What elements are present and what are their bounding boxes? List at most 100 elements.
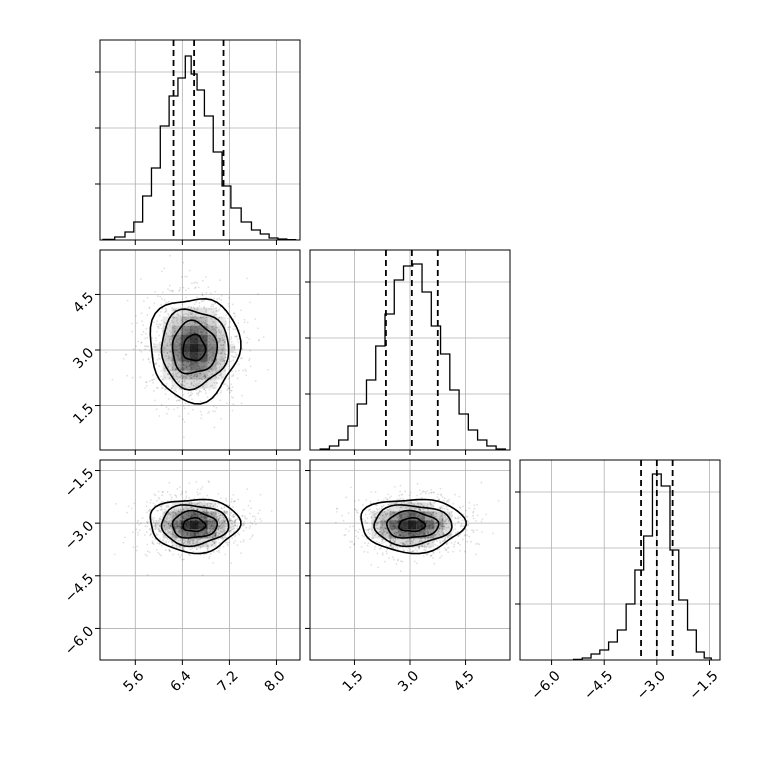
scatter-point <box>208 371 211 373</box>
density-cell <box>389 520 399 530</box>
scatter-point <box>194 389 197 392</box>
scatter-point <box>385 550 388 553</box>
scatter-point <box>209 518 212 521</box>
scatter-point <box>210 513 213 516</box>
scatter-point <box>378 520 381 523</box>
scatter-point <box>403 543 405 546</box>
scatter-point <box>476 542 479 545</box>
scatter-point <box>367 542 370 545</box>
scatter-point <box>197 493 199 496</box>
scatter-point <box>221 526 224 529</box>
scatter-point <box>177 530 180 533</box>
scatter-point <box>217 309 220 312</box>
scatter-point <box>468 507 471 510</box>
density-cell <box>207 370 217 380</box>
scatter-point <box>200 316 203 319</box>
scatter-point <box>423 545 426 548</box>
scatter-point <box>442 516 445 519</box>
scatter-point <box>164 322 167 325</box>
scatter-point <box>186 533 189 535</box>
scatter-point <box>398 509 401 512</box>
scatter-point <box>387 509 390 512</box>
scatter-point <box>410 540 413 542</box>
scatter-point <box>212 512 214 514</box>
scatter-point <box>225 322 228 325</box>
scatter-point <box>199 330 202 333</box>
scatter-point <box>369 500 372 503</box>
scatter-point <box>196 508 199 511</box>
scatter-point <box>171 369 174 371</box>
scatter-point <box>136 521 139 524</box>
density-cell <box>216 352 226 362</box>
density-cell <box>189 352 199 362</box>
scatter-point <box>198 302 201 304</box>
scatter-point <box>200 417 203 420</box>
scatter-point <box>230 562 233 564</box>
scatter-point <box>180 509 182 511</box>
scatter-point <box>197 541 199 544</box>
scatter-point <box>195 385 198 388</box>
scatter-point <box>230 498 233 500</box>
scatter-point <box>381 519 384 521</box>
scatter-point <box>186 328 189 331</box>
scatter-point <box>478 543 481 546</box>
scatter-point <box>177 363 180 365</box>
scatter-point <box>208 502 211 505</box>
scatter-point <box>440 494 442 497</box>
scatter-point <box>140 278 142 280</box>
scatter-point <box>200 537 203 539</box>
scatter-point <box>153 345 155 348</box>
scatter-point <box>217 525 220 527</box>
scatter-point <box>439 541 442 544</box>
scatter-point <box>184 517 186 520</box>
scatter-point <box>414 548 417 551</box>
scatter-point <box>212 346 214 349</box>
scatter-point <box>234 315 236 318</box>
scatter-point <box>371 537 374 540</box>
scatter-point <box>219 363 222 365</box>
scatter-point <box>199 410 202 413</box>
scatter-point <box>388 537 391 540</box>
scatter-point <box>349 546 352 549</box>
scatter-point <box>186 517 189 519</box>
scatter-point <box>431 534 434 537</box>
scatter-point <box>178 532 181 535</box>
scatter-point <box>215 331 218 334</box>
scatter-point <box>355 535 358 538</box>
scatter-point <box>203 532 206 535</box>
scatter-point <box>207 359 210 361</box>
scatter-point <box>142 324 145 327</box>
scatter-point <box>438 527 441 530</box>
scatter-point <box>390 537 393 539</box>
scatter-point <box>127 505 130 508</box>
scatter-point <box>193 385 195 387</box>
scatter-point <box>164 307 167 310</box>
scatter-point <box>209 528 211 530</box>
scatter-point <box>427 503 429 506</box>
scatter-point <box>207 353 210 356</box>
scatter-point <box>174 511 177 514</box>
scatter-point <box>144 387 147 389</box>
scatter-point <box>439 516 442 519</box>
scatter-point <box>382 541 385 544</box>
scatter-point <box>386 548 389 551</box>
scatter-point <box>163 521 166 524</box>
scatter-point <box>219 333 222 335</box>
scatter-point <box>157 496 160 499</box>
scatter-point <box>161 539 164 542</box>
scatter-point <box>212 527 215 530</box>
scatter-point <box>392 537 394 540</box>
scatter-point <box>242 540 245 543</box>
scatter-point <box>176 525 179 528</box>
scatter-point <box>170 321 173 324</box>
scatter-point <box>441 540 444 542</box>
scatter-point <box>176 525 178 528</box>
scatter-point <box>380 547 382 549</box>
scatter-point <box>187 532 189 535</box>
scatter-point <box>198 305 201 307</box>
scatter-point <box>155 533 158 535</box>
density-cell <box>434 529 444 539</box>
scatter-point <box>170 533 172 535</box>
scatter-point <box>152 521 155 524</box>
scatter-point <box>160 506 163 508</box>
